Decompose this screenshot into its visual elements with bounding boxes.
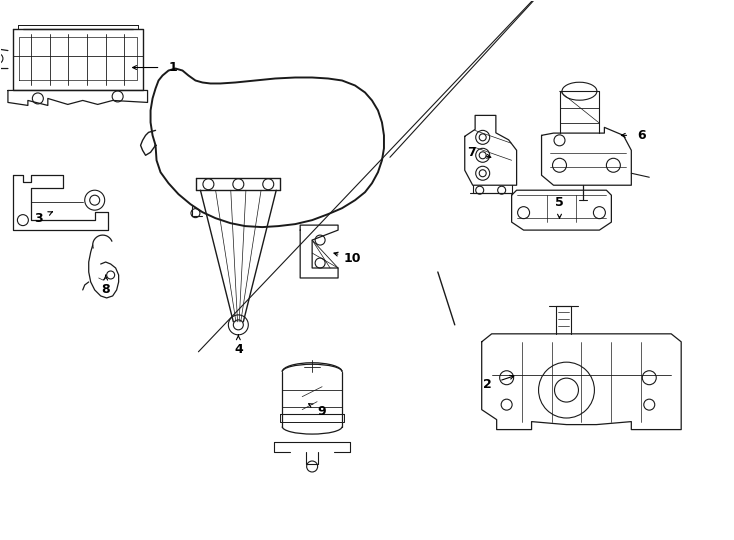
Text: 9: 9 xyxy=(318,405,327,418)
Text: 6: 6 xyxy=(637,129,646,142)
Text: 3: 3 xyxy=(34,212,43,225)
Text: 5: 5 xyxy=(555,195,564,208)
Text: 8: 8 xyxy=(101,284,110,296)
Text: 10: 10 xyxy=(344,252,361,265)
Text: 1: 1 xyxy=(168,61,177,74)
Text: 2: 2 xyxy=(483,378,492,391)
Text: 7: 7 xyxy=(468,146,476,159)
Text: 4: 4 xyxy=(234,343,243,356)
